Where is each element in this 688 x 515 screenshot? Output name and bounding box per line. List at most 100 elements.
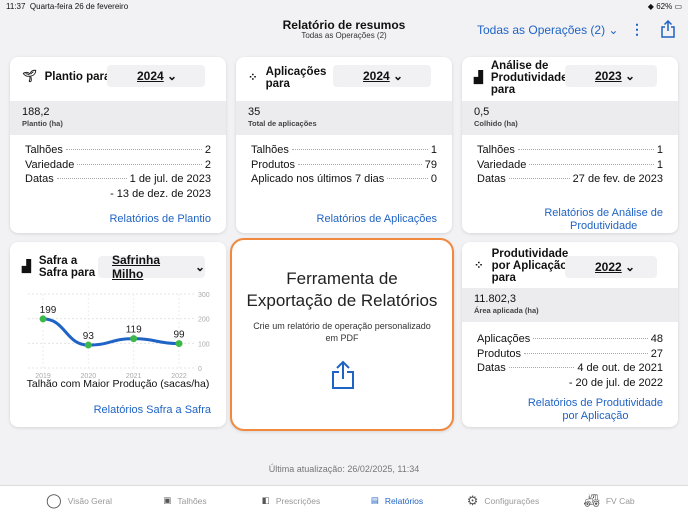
tab-relatorios[interactable]: ▤ Relatórios	[370, 495, 424, 506]
card-produtividade-aplicacao: ⁘ Produtividade por Aplicação para 2022 ⌄ 1…	[462, 242, 678, 427]
row-datas: Datas 4 de out. de 2021	[477, 362, 663, 374]
row-datas: Datas 1 de jul. de 2023	[25, 173, 211, 185]
export-desc: Crie um relatório de operação personaliz…	[253, 321, 431, 331]
year-value: 2022	[595, 260, 622, 274]
spray-icon: ⁘	[474, 260, 484, 272]
battery-level: 62%	[656, 2, 673, 11]
card-title: Plantio para	[44, 71, 111, 83]
card-title-2: Produtividade	[490, 72, 568, 84]
dates-end: - 13 de dez. de 2023	[110, 187, 211, 200]
card-title-2: Safra para	[38, 267, 96, 279]
more-options-icon[interactable]: ⋮	[630, 21, 644, 37]
export-title: Ferramenta de	[286, 269, 398, 288]
row-talhoes: Talhões 2	[25, 144, 211, 156]
card-title: Safra a	[38, 255, 78, 267]
page-subtitle: Todas as Operações (2)	[301, 31, 387, 40]
card-title-3: para	[491, 272, 516, 284]
prodapl-reports-link[interactable]: Relatórios de Produtividade por Aplicação	[527, 397, 663, 422]
dates-end: - 20 de jul. de 2022	[568, 376, 663, 389]
wifi-icon: ◆	[647, 2, 654, 11]
share-icon[interactable]	[660, 19, 676, 41]
export-tool-card[interactable]: Ferramenta de Exportação de Relatórios C…	[230, 238, 454, 431]
data-label: 119	[126, 325, 142, 336]
card-title: Análise de	[490, 60, 549, 72]
operations-dropdown[interactable]: Todas as Operações (2) ⌄	[477, 23, 618, 37]
crop-value: Safrinha Milho	[112, 253, 161, 281]
circle-icon: ◯	[46, 492, 62, 508]
data-point	[175, 340, 183, 348]
last-updated: Última atualização: 26/02/2025, 11:34	[268, 464, 420, 474]
card-safra: ▟ Safra a Safra para Safrinha Milho ⌄ 0 100…	[10, 242, 226, 427]
metric-label: Total de aplicações	[248, 119, 317, 128]
row-ultimos-7-dias: Aplicado nos últimos 7 dias 0	[251, 173, 437, 185]
x-tick-label: 2019	[35, 373, 51, 380]
safra-reports-link[interactable]: Relatórios Safra a Safra	[93, 404, 211, 416]
y-tick-label: 0	[198, 366, 202, 373]
plantio-reports-link[interactable]: Relatórios de Plantio	[109, 213, 211, 225]
tractor-icon: 🚜︎	[583, 492, 600, 508]
row-datas: Datas 27 de fev. de 2023	[477, 173, 663, 185]
data-point	[39, 315, 47, 323]
y-tick-label: 100	[198, 341, 210, 348]
export-desc-2: em PDF	[325, 333, 359, 343]
card-title-3: para	[490, 84, 516, 96]
data-point	[130, 335, 138, 343]
row-talhoes: Talhões 1	[477, 144, 663, 156]
metric-label: Plantio (ha)	[22, 119, 63, 128]
tab-fv-cab[interactable]: 🚜︎ FV Cab	[583, 492, 635, 508]
chart-icon: ▟	[474, 72, 483, 84]
header: Relatório de resumos Todas as Operações …	[0, 14, 688, 46]
crop-select[interactable]: Safrinha Milho ⌄	[98, 253, 205, 281]
operations-label: Todas as Operações (2)	[477, 23, 606, 37]
row-talhoes: Talhões 1	[251, 144, 437, 156]
x-tick-label: 2020	[81, 373, 97, 380]
chevron-down-icon: ⌄	[608, 23, 619, 37]
metric-label: Colhido (ha)	[474, 119, 518, 128]
metric-label: Área aplicada (ha)	[474, 306, 539, 315]
row-variedade: Variedade 1	[477, 158, 663, 171]
year-select[interactable]: 2024 ⌄	[107, 65, 205, 87]
year-value: 2024	[137, 69, 164, 83]
document-icon: ▤	[370, 495, 379, 505]
year-select[interactable]: 2023 ⌄	[565, 65, 657, 87]
gear-icon: ⚙	[466, 492, 479, 508]
spray-icon: ⁘	[248, 72, 258, 84]
data-label: 199	[40, 305, 57, 316]
tab-talhoes[interactable]: ▣ Talhões	[163, 495, 207, 506]
tab-visao-geral[interactable]: ◯ Visão Geral	[46, 492, 112, 508]
chart-caption: Talhão com Maior Produção (sacas/ha)	[26, 378, 210, 390]
share-icon[interactable]	[331, 360, 355, 393]
y-tick-label: 300	[198, 292, 210, 299]
year-select[interactable]: 2022 ⌄	[565, 256, 657, 278]
card-title: Produtividade	[491, 248, 569, 260]
row-variedade: Variedade 2	[25, 158, 211, 171]
field-icon: ▣	[163, 495, 172, 505]
chart-icon: ▟	[22, 261, 31, 273]
row-aplicacoes: Aplicações 48	[477, 333, 663, 345]
sprout-icon: 🌱︎	[22, 71, 37, 83]
tab-bar: ◯ Visão Geral ▣ Talhões ◧ Prescrições ▤ Rela…	[0, 485, 688, 515]
export-title-2: Exportação de Relatórios	[246, 291, 438, 310]
metric-value: 0,5	[474, 106, 490, 118]
card-plantio: 🌱︎ Plantio para 2024 ⌄ 188,2 Plantio (ha) …	[10, 57, 226, 233]
y-tick-label: 200	[198, 317, 210, 324]
card-analise: ▟ Análise de Produtividade para 2023 ⌄ 0,5 C…	[462, 57, 678, 233]
x-tick-label: 2021	[126, 373, 142, 380]
data-label: 99	[173, 330, 185, 341]
data-point	[84, 341, 92, 349]
series-line	[42, 317, 180, 347]
year-value: 2024	[363, 69, 390, 83]
prescription-icon: ◧	[261, 495, 270, 505]
metric-value: 35	[248, 106, 261, 118]
tab-configuracoes[interactable]: ⚙ Configurações	[466, 492, 540, 508]
battery-icon: ▭	[674, 2, 682, 11]
date: Quarta-feira 26 de fevereiro	[29, 2, 129, 11]
clock: 11:37	[6, 2, 26, 11]
aplicacoes-reports-link[interactable]: Relatórios de Aplicações	[316, 213, 437, 225]
analise-reports-link[interactable]: Relatórios de Análise de Produtividade	[544, 207, 663, 232]
card-title-2: para	[265, 78, 290, 90]
year-select[interactable]: 2024 ⌄	[333, 65, 431, 87]
tab-prescricoes[interactable]: ◧ Prescrições	[261, 495, 321, 506]
card-aplicacoes: ⁘ Aplicações para 2024 ⌄ 35 Total de aplica…	[236, 57, 452, 233]
year-value: 2023	[595, 69, 622, 83]
